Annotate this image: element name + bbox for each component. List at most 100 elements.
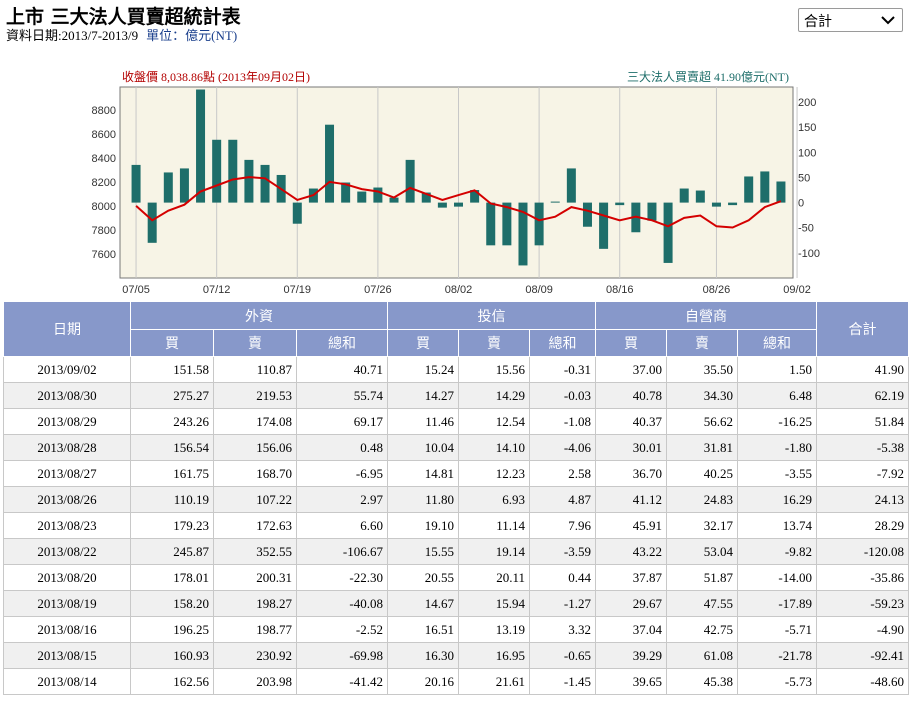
value-cell: 41.12 (595, 486, 667, 513)
value-cell: -41.42 (296, 668, 388, 695)
bar (405, 159, 415, 203)
bar (744, 176, 754, 203)
value-cell: 29.67 (595, 590, 667, 617)
value-cell: 20.11 (458, 564, 530, 591)
bar (389, 197, 399, 203)
value-cell: 30.01 (595, 434, 667, 461)
value-cell: -120.08 (816, 538, 909, 565)
left-tick-label: 7600 (92, 249, 116, 261)
value-cell: -17.89 (737, 590, 817, 617)
bar (615, 202, 625, 206)
x-tick-label: 08/16 (606, 284, 634, 296)
value-cell: 31.81 (666, 434, 738, 461)
value-cell: 2.97 (296, 486, 388, 513)
value-cell: 156.06 (213, 434, 297, 461)
table-row: 2013/09/02 151.58 110.87 40.71 15.24 15.56 -0.… (3, 356, 909, 383)
value-cell: 16.51 (387, 616, 459, 643)
value-cell: 62.19 (816, 382, 909, 409)
value-cell: 110.19 (130, 486, 214, 513)
value-cell: 110.87 (213, 356, 297, 383)
date-cell: 2013/08/16 (3, 616, 131, 643)
value-cell: -48.60 (816, 668, 909, 695)
value-cell: -1.27 (529, 590, 596, 617)
table-row: 2013/08/27 161.75 168.70 -6.95 14.81 12.23 2.5… (3, 460, 909, 487)
bar (147, 202, 157, 243)
date-cell: 2013/08/30 (3, 382, 131, 409)
date-cell: 2013/08/20 (3, 564, 131, 591)
bar (760, 171, 770, 203)
value-cell: 15.94 (458, 590, 530, 617)
x-tick-label: 08/26 (703, 284, 731, 296)
category-select[interactable]: 合計 (798, 8, 903, 32)
chart-left-label: 收盤價 8,038.86點 (2013年09月02日) (122, 70, 310, 84)
bar (518, 202, 528, 266)
value-cell: -1.45 (529, 668, 596, 695)
left-tick-label: 8800 (92, 105, 116, 117)
value-cell: 16.30 (387, 642, 459, 669)
value-cell: 12.54 (458, 408, 530, 435)
value-cell: 198.27 (213, 590, 297, 617)
value-cell: 2.58 (529, 460, 596, 487)
bar (357, 191, 367, 203)
value-cell: 11.14 (458, 512, 530, 539)
x-tick-label: 08/02 (445, 284, 473, 296)
bar (179, 168, 189, 203)
value-cell: 107.22 (213, 486, 297, 513)
left-tick-label: 8400 (92, 153, 116, 165)
value-cell: 200.31 (213, 564, 297, 591)
price-line (135, 176, 782, 229)
value-cell: -5.38 (816, 434, 909, 461)
value-cell: -106.67 (296, 538, 388, 565)
value-cell: -3.59 (529, 538, 596, 565)
value-cell: 6.93 (458, 486, 530, 513)
value-cell: 174.08 (213, 408, 297, 435)
value-cell: 45.91 (595, 512, 667, 539)
chart-right-label: 三大法人買賣超 41.90億元(NT) (627, 69, 789, 84)
value-cell: 14.27 (387, 382, 459, 409)
value-cell: 245.87 (130, 538, 214, 565)
value-cell: -6.95 (296, 460, 388, 487)
value-cell: 55.74 (296, 382, 388, 409)
col-foreign-header: 外資 (130, 301, 388, 330)
bar (196, 89, 206, 203)
value-cell: 37.00 (595, 356, 667, 383)
value-cell: 28.29 (816, 512, 909, 539)
value-cell: 15.56 (458, 356, 530, 383)
value-cell: 15.55 (387, 538, 459, 565)
bar (292, 202, 302, 224)
value-cell: 37.04 (595, 616, 667, 643)
value-cell: 158.20 (130, 590, 214, 617)
value-cell: 53.04 (666, 538, 738, 565)
x-tick-label: 08/09 (525, 284, 553, 296)
value-cell: -16.25 (737, 408, 817, 435)
value-cell: -4.06 (529, 434, 596, 461)
value-cell: 168.70 (213, 460, 297, 487)
right-tick-label: 100 (798, 147, 816, 159)
value-cell: 14.67 (387, 590, 459, 617)
value-cell: -4.90 (816, 616, 909, 643)
value-cell: 198.77 (213, 616, 297, 643)
value-cell: -7.92 (816, 460, 909, 487)
value-cell: -1.80 (737, 434, 817, 461)
right-tick-label: 0 (798, 198, 804, 210)
x-tick-label: 07/12 (203, 284, 231, 296)
value-cell: 56.62 (666, 408, 738, 435)
value-cell: 3.32 (529, 616, 596, 643)
value-cell: 6.60 (296, 512, 388, 539)
institutional-trading-chart: 收盤價 8,038.86點 (2013年09月02日) 三大法人買賣超 41.9… (92, 69, 821, 296)
table-row: 2013/08/19 158.20 198.27 -40.08 14.67 15.94 -1… (3, 590, 909, 617)
sub-header: 買 (387, 329, 459, 357)
bar (131, 164, 141, 203)
value-cell: -59.23 (816, 590, 909, 617)
value-cell: -0.03 (529, 382, 596, 409)
value-cell: 13.74 (737, 512, 817, 539)
table-row: 2013/08/15 160.93 230.92 -69.98 16.30 16.95 -0… (3, 642, 909, 669)
value-cell: 51.84 (816, 408, 909, 435)
value-cell: -22.30 (296, 564, 388, 591)
bar (566, 168, 576, 203)
bar (228, 139, 238, 203)
value-cell: 161.75 (130, 460, 214, 487)
value-cell: 1.50 (737, 356, 817, 383)
value-cell: -5.71 (737, 616, 817, 643)
value-cell: 32.17 (666, 512, 738, 539)
